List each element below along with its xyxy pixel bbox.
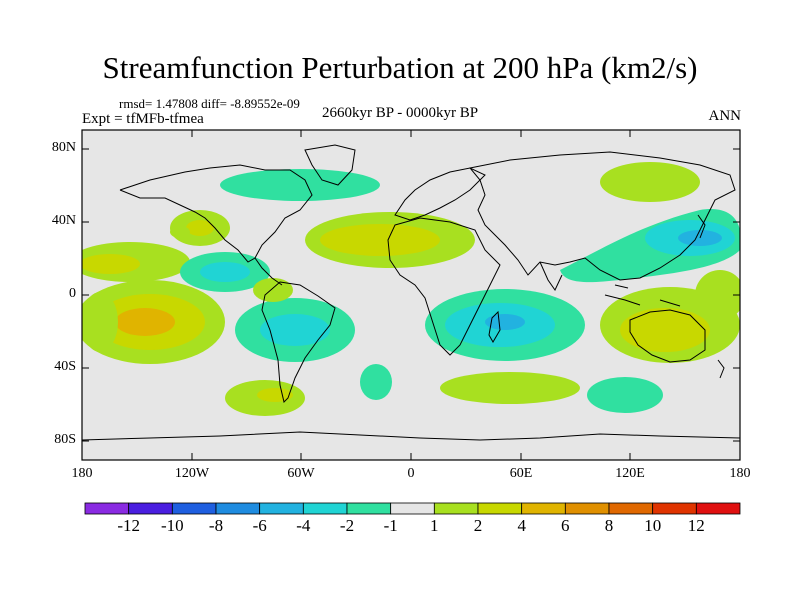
colorbar-swatch	[652, 502, 697, 515]
positive-anomaly-region	[320, 224, 440, 256]
lat-ticks	[82, 148, 740, 442]
lon-label-60e: 60E	[509, 466, 533, 481]
positive-anomaly-region	[440, 372, 580, 404]
colorbar-swatch	[215, 502, 261, 515]
colorbar-swatch	[477, 502, 523, 515]
colorbar-swatch	[171, 502, 217, 515]
colorbar-label: -10	[160, 516, 184, 535]
positive-anomaly-region	[620, 308, 710, 352]
field-regions	[82, 162, 740, 416]
colorbar-label: -4	[296, 516, 311, 535]
colorbar-swatch	[84, 502, 130, 515]
season-label: ANN	[708, 108, 742, 124]
colorbar-label: 1	[430, 516, 439, 535]
colorbar-swatch	[346, 502, 392, 515]
colorbar-label: 12	[687, 516, 705, 535]
negative-anomaly-region	[360, 364, 392, 400]
colorbar-label: 4	[517, 516, 526, 535]
negative-anomaly-region	[260, 314, 330, 346]
positive-anomaly-region	[257, 388, 293, 402]
colorbar-swatch	[259, 502, 304, 515]
colorbar-swatch	[433, 502, 479, 515]
colorbar-label: -8	[208, 516, 224, 535]
colorbar-label: 10	[644, 516, 662, 535]
positive-anomaly-region	[600, 162, 700, 202]
colorbar-swatch	[608, 502, 654, 515]
colorbar-label: -6	[252, 516, 267, 535]
positive-anomaly-region	[186, 220, 214, 236]
positive-anomaly-region	[115, 308, 175, 336]
colorbar-swatch	[128, 502, 173, 515]
negative-anomaly-region	[587, 377, 663, 413]
colorbar-label: -1	[383, 516, 398, 535]
positive-anomaly-region	[253, 278, 293, 302]
positive-anomaly-region	[170, 226, 190, 238]
lon-label-120e: 120E	[615, 466, 645, 481]
experiment-label: Expt = tfMFb-tfmea	[82, 111, 204, 127]
colorbar-label: -12	[117, 516, 141, 535]
negative-anomaly-region	[485, 314, 525, 330]
lat-label-80s: 80S	[54, 432, 76, 447]
colorbar-swatch	[390, 502, 435, 515]
lon-label-120w: 120W	[174, 466, 210, 481]
stats-text: rmsd= 1.47808 diff= -8.89552e-09	[119, 96, 300, 111]
colorbar-label: 2	[473, 516, 483, 535]
positive-anomaly-region	[82, 254, 140, 274]
lat-label-80n: 80N	[51, 140, 76, 155]
colorbar-swatch	[302, 502, 348, 515]
positive-anomaly-region	[82, 292, 118, 352]
lon-label-60w: 60W	[287, 466, 315, 481]
lon-label-0: 0	[407, 466, 415, 481]
colorbar-swatch	[564, 502, 610, 515]
lat-label-40s: 40S	[54, 359, 76, 374]
colorbar-swatch	[695, 502, 741, 515]
period-label: 2660kyr BP - 0000kyr BP	[322, 105, 479, 121]
lon-ticks	[191, 130, 631, 460]
negative-anomaly-region	[200, 262, 250, 282]
lon-label-180w: 180	[71, 466, 93, 481]
colorbar-label: -2	[339, 516, 355, 535]
colorbar-label: 8	[604, 516, 614, 535]
colorbar-swatch	[521, 502, 566, 515]
lat-label-0: 0	[69, 286, 76, 301]
colorbar-label: 6	[561, 516, 570, 535]
positive-anomaly-region	[695, 270, 740, 320]
chart-title: Streamfunction Perturbation at 200 hPa (…	[102, 50, 698, 85]
negative-anomaly-region	[220, 169, 380, 201]
lat-label-40n: 40N	[51, 213, 76, 228]
lon-label-180e: 180	[729, 466, 751, 481]
coastlines	[82, 144, 740, 441]
